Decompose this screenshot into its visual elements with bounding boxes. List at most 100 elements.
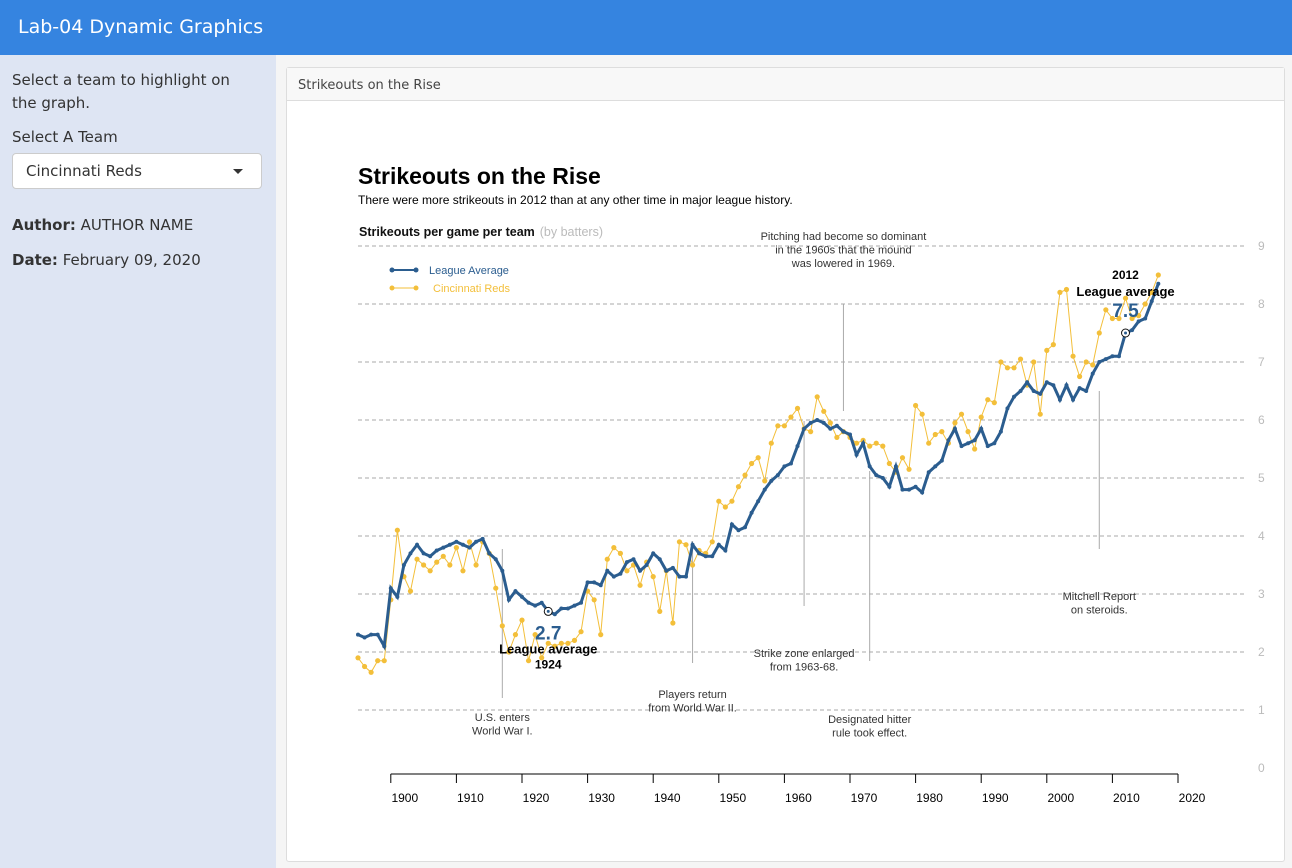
data-point bbox=[447, 542, 452, 547]
data-point bbox=[893, 464, 898, 469]
data-point bbox=[539, 600, 544, 605]
data-point bbox=[742, 472, 748, 478]
data-point bbox=[447, 562, 453, 568]
data-point bbox=[368, 669, 374, 675]
data-point bbox=[958, 411, 965, 417]
date-value: February 09, 2020 bbox=[62, 251, 201, 269]
annotation-text: rule took effect. bbox=[832, 728, 907, 740]
data-point bbox=[1011, 365, 1017, 371]
y-tick-label: 1 bbox=[1258, 703, 1265, 717]
data-point bbox=[880, 443, 886, 449]
team-select[interactable]: Cincinnati Reds bbox=[12, 153, 262, 189]
y-tick-label: 7 bbox=[1258, 355, 1265, 369]
data-point bbox=[933, 464, 938, 469]
data-point bbox=[460, 542, 465, 547]
data-point bbox=[926, 440, 932, 446]
data-point bbox=[361, 663, 368, 670]
author: Author: AUTHOR NAME bbox=[12, 216, 193, 234]
data-point bbox=[1018, 389, 1023, 393]
data-point bbox=[985, 444, 990, 449]
data-point bbox=[664, 568, 669, 573]
data-point bbox=[388, 586, 393, 591]
data-point bbox=[525, 658, 532, 664]
data-point bbox=[946, 438, 951, 443]
data-point bbox=[1051, 383, 1056, 388]
data-point bbox=[794, 405, 801, 411]
data-point bbox=[650, 574, 656, 580]
data-point bbox=[657, 608, 663, 615]
x-tick-label: 2010 bbox=[1113, 791, 1140, 805]
data-point bbox=[1143, 316, 1148, 321]
data-point bbox=[998, 359, 1004, 365]
x-tick-label: 1980 bbox=[916, 791, 943, 805]
data-point bbox=[1038, 391, 1043, 396]
data-point bbox=[841, 429, 846, 434]
data-point bbox=[985, 397, 991, 403]
data-point bbox=[1116, 354, 1121, 359]
data-point bbox=[880, 476, 885, 480]
data-point bbox=[578, 629, 584, 635]
data-point bbox=[356, 632, 360, 637]
data-point bbox=[899, 455, 906, 461]
data-point bbox=[749, 460, 755, 467]
data-point bbox=[394, 527, 400, 533]
y-tick-label: 0 bbox=[1258, 761, 1265, 775]
data-point bbox=[972, 438, 977, 443]
panel-title: Strikeouts on the Rise bbox=[298, 78, 441, 93]
x-tick-label: 1950 bbox=[719, 791, 746, 805]
data-point bbox=[814, 394, 820, 400]
data-point bbox=[828, 426, 833, 431]
data-point bbox=[362, 635, 367, 640]
annotation-text: Strike zone enlarged bbox=[754, 648, 855, 660]
data-point bbox=[965, 429, 971, 435]
data-point bbox=[513, 589, 518, 594]
data-point bbox=[1142, 301, 1148, 307]
highlight-year: 2012 bbox=[1112, 268, 1139, 282]
data-point bbox=[676, 539, 683, 545]
y-tick-label: 3 bbox=[1258, 587, 1265, 601]
data-point bbox=[821, 408, 827, 414]
data-point bbox=[966, 441, 971, 446]
data-point bbox=[827, 420, 833, 426]
data-point bbox=[782, 464, 787, 469]
panel-header: Strikeouts on the Rise bbox=[287, 68, 1284, 101]
data-point bbox=[1025, 380, 1030, 385]
data-point bbox=[1149, 299, 1154, 304]
data-point bbox=[920, 490, 925, 495]
sidebar: Select a team to highlight on the graph.… bbox=[0, 55, 276, 868]
annotation-text: was lowered in 1969. bbox=[791, 258, 895, 270]
data-point bbox=[808, 420, 813, 425]
data-point bbox=[500, 568, 505, 573]
data-point bbox=[637, 582, 643, 588]
data-point bbox=[867, 464, 872, 469]
data-point bbox=[1129, 315, 1135, 322]
data-point bbox=[716, 498, 722, 504]
data-point bbox=[1109, 315, 1115, 322]
data-point bbox=[867, 443, 873, 449]
highlight-center bbox=[546, 609, 550, 613]
data-point bbox=[415, 542, 420, 547]
data-point bbox=[979, 426, 984, 431]
data-point bbox=[749, 510, 754, 515]
x-tick-label: 2000 bbox=[1047, 791, 1074, 805]
data-point bbox=[651, 551, 656, 556]
data-point bbox=[1031, 359, 1037, 365]
data-point bbox=[474, 539, 479, 544]
data-point bbox=[689, 562, 696, 568]
data-point bbox=[440, 553, 446, 559]
data-point bbox=[631, 557, 636, 562]
data-point bbox=[407, 588, 414, 594]
data-point bbox=[545, 640, 551, 646]
data-point bbox=[499, 623, 505, 629]
data-point bbox=[769, 478, 774, 483]
data-point bbox=[395, 594, 400, 599]
data-point bbox=[886, 460, 892, 467]
data-point bbox=[861, 441, 866, 446]
data-point bbox=[506, 597, 511, 602]
data-point bbox=[624, 560, 629, 565]
chart: Strikeouts on the Rise There were more st… bbox=[355, 163, 1265, 805]
data-point bbox=[617, 550, 624, 557]
data-point bbox=[519, 617, 525, 623]
data-point bbox=[480, 536, 485, 541]
